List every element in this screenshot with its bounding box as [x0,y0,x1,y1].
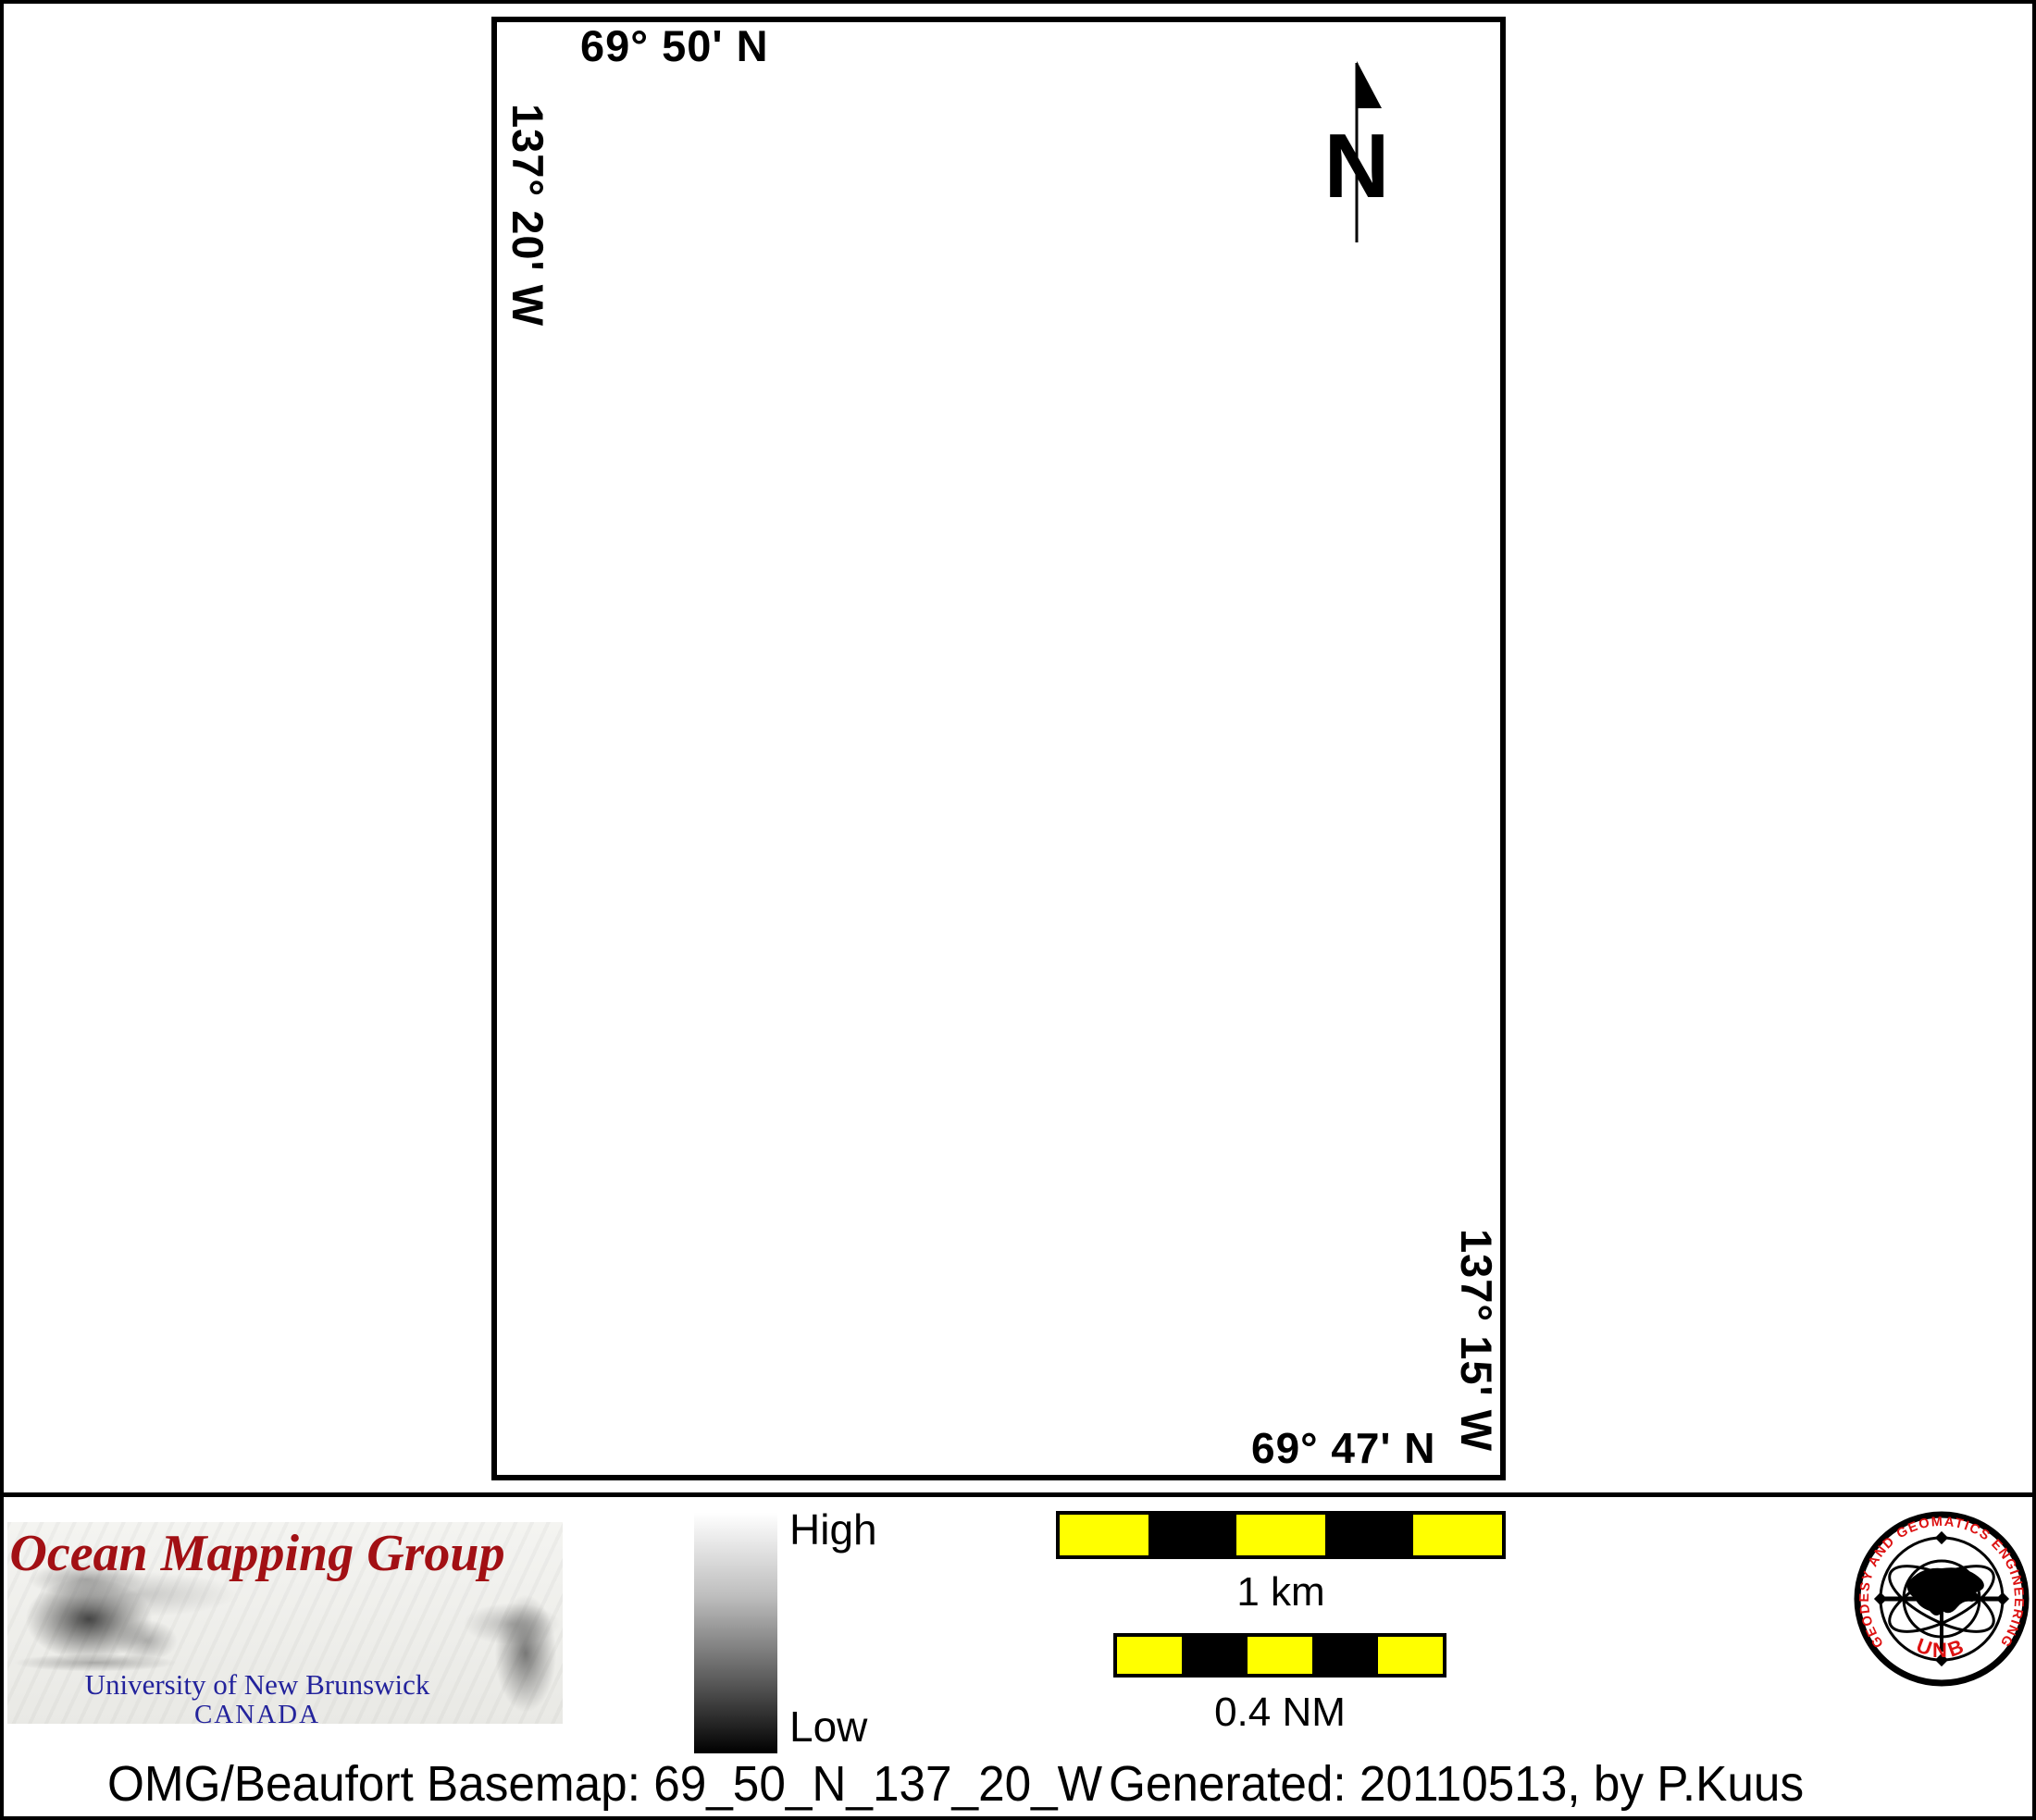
scalebar-segment [1060,1515,1148,1555]
scalebar-nm [1113,1633,1446,1678]
footer-generated-caption: Generated: 20110513, by P.Kuus [1109,1756,1805,1812]
scalebar-segment [1247,1637,1313,1674]
scalebar-segment [1377,1637,1444,1674]
scalebar-segment [1148,1515,1237,1555]
north-arrow-flag [1357,61,1382,108]
scalebar-segment [1324,1515,1414,1555]
colorbar-high-label: High [789,1505,877,1554]
omg-logo-country: CANADA [193,1700,321,1724]
scalebar-nm-label: 0.4 NM [1214,1690,1346,1735]
omg-logo: Ocean Mapping Group University of New Br… [7,1522,563,1724]
omg-logo-title: Ocean Mapping Group [9,1525,505,1582]
map-right-longitude-label: 137° 15' W [1452,1229,1501,1453]
scalebar-segment [1182,1637,1248,1674]
scalebar-segment [1236,1515,1325,1555]
scalebar-segment [1413,1515,1502,1555]
seal-marker [1934,1530,1949,1545]
omg-logo-text-column: Ocean Mapping Group University of New Br… [7,1522,507,1724]
seal-marker [1995,1591,2010,1606]
seal-continents [1906,1567,1984,1616]
map-frame [491,17,1506,1480]
scalebar-segment [1312,1637,1378,1674]
footer-basemap-caption: OMG/Beaufort Basemap: 69_50_N_137_20_W [107,1756,1103,1812]
omg-logo-subtitle: University of New Brunswick [84,1668,430,1701]
scalebar-km-label: 1 km [1236,1569,1325,1615]
scalebar-segment [1117,1637,1183,1674]
map-left-longitude-label: 137° 20' W [503,104,552,328]
seal-marker [1873,1591,1888,1606]
north-label: N [1324,115,1390,217]
colorbar-low-label: Low [789,1702,868,1751]
panel-divider [0,1492,2036,1497]
map-top-latitude-label: 69° 50' N [580,21,769,70]
north-arrow-icon: N [1324,61,1390,242]
map-bottom-latitude-label: 69° 47' N [1251,1424,1436,1472]
unb-seal: GEODESY AND GEOMATICS ENGINEERING UNB [1854,1511,2030,1687]
scalebar-km [1056,1511,1506,1559]
seal-outer-ring [1854,1511,2030,1687]
depth-colorbar [694,1513,777,1753]
